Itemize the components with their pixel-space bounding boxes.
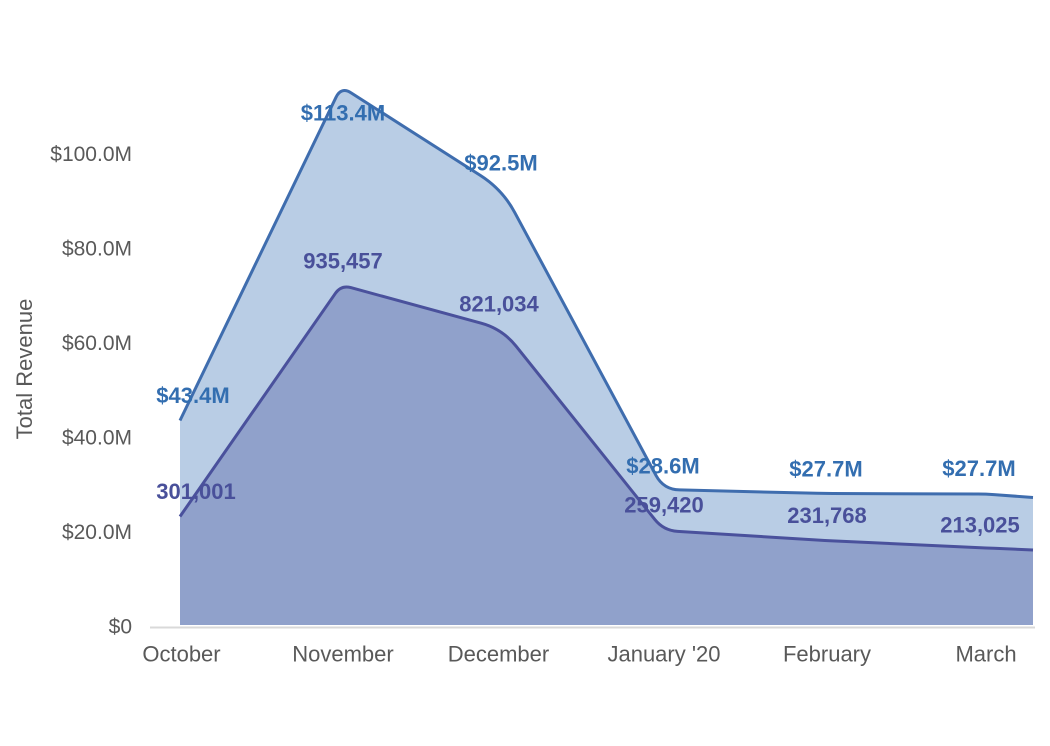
- svg-text:821,034: 821,034: [459, 292, 539, 317]
- svg-text:October: October: [142, 642, 220, 667]
- svg-text:January '20: January '20: [607, 642, 720, 667]
- svg-text:$113.4M: $113.4M: [301, 101, 385, 126]
- svg-text:935,457: 935,457: [303, 249, 383, 274]
- svg-text:$60.0M: $60.0M: [62, 332, 132, 355]
- svg-text:$92.5M: $92.5M: [464, 151, 537, 176]
- svg-text:213,025: 213,025: [940, 513, 1020, 538]
- svg-text:259,420: 259,420: [624, 493, 704, 518]
- svg-text:$27.7M: $27.7M: [942, 456, 1015, 481]
- svg-text:$0: $0: [109, 616, 132, 639]
- svg-text:$100.0M: $100.0M: [50, 143, 132, 166]
- svg-text:$40.0M: $40.0M: [62, 427, 132, 450]
- svg-text:November: November: [292, 642, 393, 667]
- svg-text:December: December: [448, 642, 549, 667]
- svg-text:Total Revenue: Total Revenue: [12, 299, 37, 440]
- svg-text:$80.0M: $80.0M: [62, 238, 132, 261]
- svg-text:$43.4M: $43.4M: [156, 383, 229, 408]
- svg-text:$27.7M: $27.7M: [789, 457, 862, 482]
- svg-text:March: March: [955, 642, 1016, 667]
- svg-text:$20.0M: $20.0M: [62, 521, 132, 544]
- svg-text:231,768: 231,768: [787, 503, 867, 528]
- svg-text:$28.6M: $28.6M: [626, 454, 699, 479]
- svg-text:February: February: [783, 642, 871, 667]
- svg-text:301,001: 301,001: [156, 479, 236, 504]
